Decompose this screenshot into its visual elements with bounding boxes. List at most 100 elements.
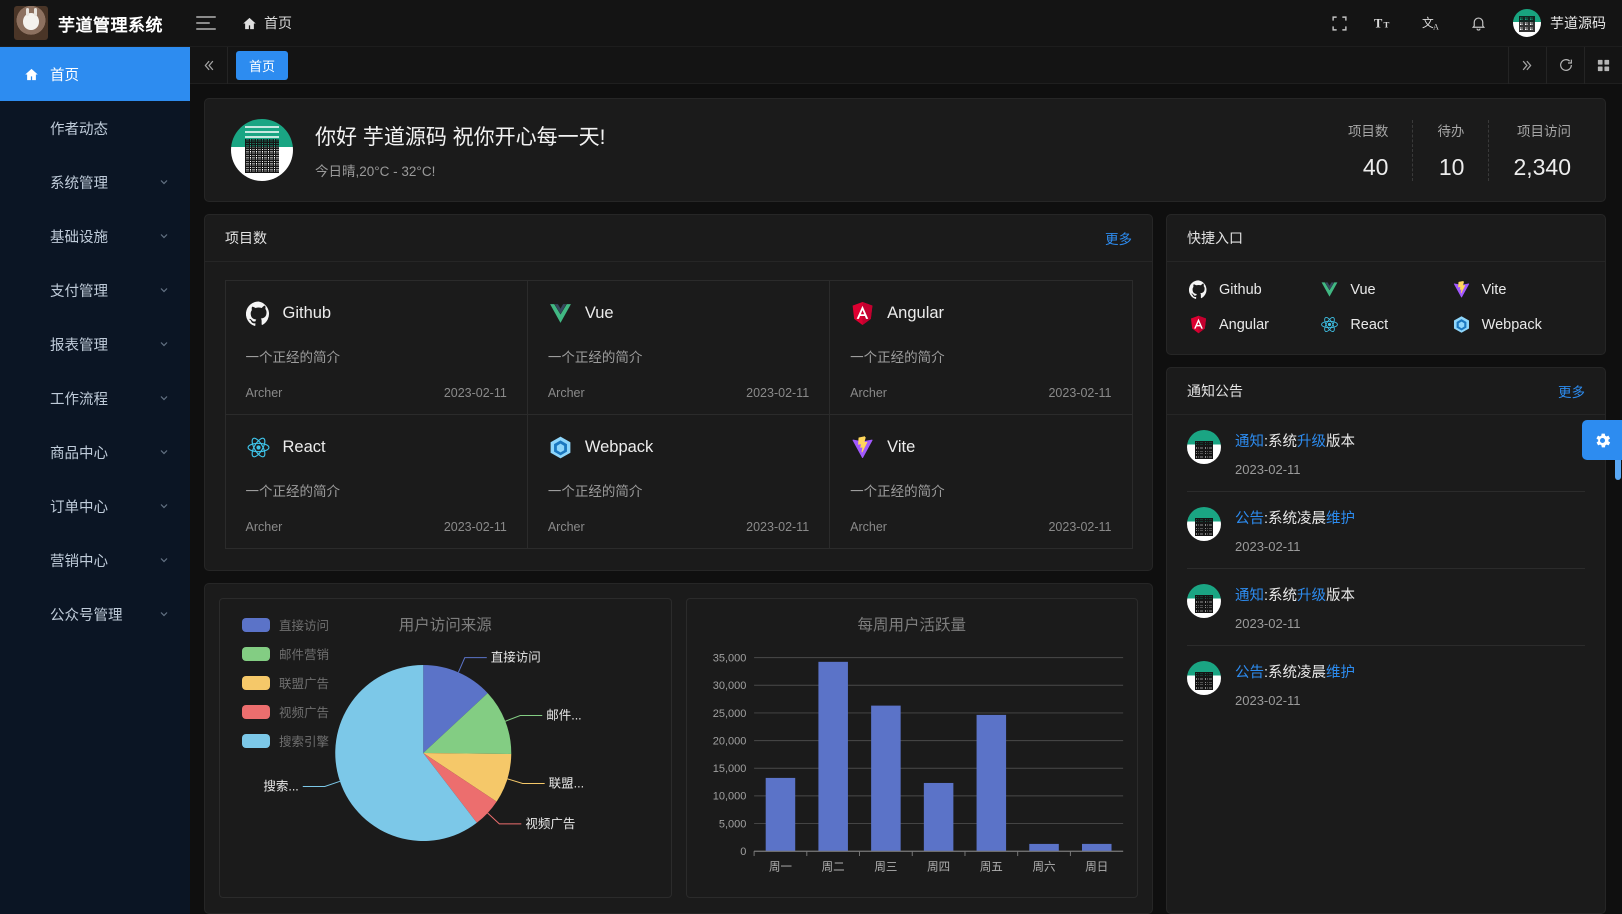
legend-item[interactable]: 联盟广告 <box>242 673 329 692</box>
hamburger-icon[interactable] <box>196 16 216 30</box>
x-axis-tick: 周四 <box>927 859 950 873</box>
notice-prefix: 通知 <box>1235 434 1264 450</box>
quick-item-github[interactable]: Github <box>1189 280 1320 299</box>
quick-item-angular[interactable]: Angular <box>1189 315 1320 334</box>
x-axis-tick: 周日 <box>1085 859 1108 873</box>
notice-item[interactable]: 通知:系统升级版本 2023-02-11 <box>1187 569 1585 646</box>
legend-label: 视频广告 <box>279 706 330 720</box>
bar[interactable] <box>976 714 1006 852</box>
quick-item-webpack[interactable]: Webpack <box>1452 315 1583 334</box>
bar[interactable] <box>870 705 901 852</box>
pie-slice[interactable] <box>423 753 512 802</box>
grid-icon[interactable] <box>1584 46 1622 84</box>
quick-item-label: React <box>1350 316 1389 333</box>
project-card-react[interactable]: React 一个正经的简介 Archer 2023-02-11 <box>224 413 528 549</box>
legend-item[interactable]: 邮件营销 <box>242 644 329 663</box>
notice-item[interactable]: 公告:系统凌晨维护 2023-02-11 <box>1187 492 1585 569</box>
font-size-icon[interactable]: T T <box>1374 14 1396 32</box>
projects-more-link[interactable]: 更多 <box>1105 232 1132 247</box>
sidebar-item-product[interactable]: 商品中心 <box>0 425 190 479</box>
sidebar-item-workflow[interactable]: 工作流程 <box>0 371 190 425</box>
pie-slice[interactable] <box>423 665 488 753</box>
project-card-vite[interactable]: Vite 一个正经的简介 Archer 2023-02-11 <box>829 413 1133 549</box>
legend-swatch <box>242 646 270 661</box>
sidebar-item-label: 报表管理 <box>50 337 108 354</box>
breadcrumb-label[interactable]: 首页 <box>264 15 292 31</box>
bar-chart: 每周用户活跃量 0 5,000 10,000 15,000 20,000 25,000 30… <box>685 598 1138 898</box>
bar[interactable] <box>1028 843 1059 852</box>
legend-item[interactable]: 视频广告 <box>242 702 329 721</box>
bar[interactable] <box>765 777 795 852</box>
legend-item[interactable]: 直接访问 <box>242 615 329 634</box>
sidebar-item-system[interactable]: 系统管理 <box>0 155 190 209</box>
sidebar-item-label: 系统管理 <box>50 175 108 192</box>
bar[interactable] <box>923 782 953 852</box>
project-name: Vue <box>584 303 614 322</box>
qr-avatar <box>231 119 293 181</box>
notice-avatar <box>1187 430 1221 464</box>
settings-fab-button[interactable] <box>1582 420 1622 460</box>
quick-item-vue[interactable]: Vue <box>1320 280 1451 299</box>
pie-label: 视频广告 <box>525 816 575 831</box>
pie-chart: 用户访问来源 直接访问 邮件营销 <box>219 598 672 898</box>
chevron-down-icon <box>158 284 170 296</box>
refresh-icon[interactable] <box>1546 46 1584 84</box>
notice-item[interactable]: 通知:系统升级版本 2023-02-11 <box>1187 415 1585 492</box>
notice-title: 通知:系统升级版本 <box>1235 430 1355 451</box>
pie-slice[interactable] <box>335 665 477 841</box>
chevron-double-left-icon[interactable] <box>190 46 228 84</box>
project-date: 2023-02-11 <box>443 385 507 400</box>
brand[interactable]: 芋道管理系统 <box>0 6 190 40</box>
pie-label-leader <box>302 780 341 787</box>
legend-item[interactable]: 搜索引擎 <box>242 731 329 750</box>
sidebar-item-report[interactable]: 报表管理 <box>0 317 190 371</box>
bar[interactable] <box>817 661 848 852</box>
panel-title: 快捷入口 <box>1187 230 1243 246</box>
pie-slice[interactable] <box>423 693 512 754</box>
hero-stats: 项目数 40 待办 10 项目访问 2,340 <box>1324 119 1579 181</box>
bar[interactable] <box>1081 843 1112 852</box>
stat-label: 待办 <box>1437 123 1465 139</box>
fullscreen-icon[interactable] <box>1331 15 1348 32</box>
vue-icon <box>548 301 573 326</box>
sidebar-item-infrastructure[interactable]: 基础设施 <box>0 209 190 263</box>
y-axis-tick: 25,000 <box>712 708 746 720</box>
welcome-banner: 你好 芋道源码 祝你开心每一天! 今日晴,20°C - 32°C! 项目数 40… <box>204 98 1606 202</box>
project-card-vue[interactable]: Vue 一个正经的简介 Archer 2023-02-11 <box>526 279 831 415</box>
sidebar-item-order[interactable]: 订单中心 <box>0 479 190 533</box>
sidebar-item-marketing[interactable]: 营销中心 <box>0 533 190 587</box>
quick-item-react[interactable]: React <box>1320 315 1451 334</box>
project-card-angular[interactable]: Angular 一个正经的简介 Archer 2023-02-11 <box>829 279 1133 415</box>
translate-icon[interactable]: 文 A <box>1422 14 1444 33</box>
x-axis-tick: 周一 <box>768 859 791 873</box>
notices-more-link[interactable]: 更多 <box>1558 385 1585 400</box>
project-name: React <box>282 437 326 456</box>
project-card-github[interactable]: Github 一个正经的简介 Archer 2023-02-11 <box>224 279 528 415</box>
user-menu[interactable]: 芋道源码 <box>1513 9 1606 37</box>
sidebar-item-mp[interactable]: 公众号管理 <box>0 587 190 641</box>
pie-label-leader <box>505 714 543 722</box>
sidebar-item-payment[interactable]: 支付管理 <box>0 263 190 317</box>
project-desc: 一个正经的简介 <box>547 483 643 499</box>
sidebar-item-label: 支付管理 <box>50 283 108 300</box>
legend-label: 邮件营销 <box>279 648 330 662</box>
notice-avatar <box>1187 584 1221 618</box>
welcome-text: 你好 芋道源码 祝你开心每一天! 今日晴,20°C - 32°C! <box>315 121 606 180</box>
sidebar-item-label: 公众号管理 <box>50 607 123 624</box>
quick-item-label: Vue <box>1350 281 1376 298</box>
tab-home[interactable]: 首页 <box>236 50 289 80</box>
pie-slice[interactable] <box>423 753 497 823</box>
project-card-webpack[interactable]: Webpack 一个正经的简介 Archer 2023-02-11 <box>526 413 831 549</box>
chevron-double-right-icon[interactable] <box>1508 46 1546 84</box>
notice-item[interactable]: 公告:系统凌晨维护 2023-02-11 <box>1187 646 1585 722</box>
sidebar-item-author-news[interactable]: 作者动态 <box>0 101 190 155</box>
sidebar-item-home[interactable]: 首页 <box>0 47 190 101</box>
svg-text:文: 文 <box>1422 16 1434 30</box>
notice-highlight: 维护 <box>1326 511 1356 527</box>
quick-item-vite[interactable]: Vite <box>1452 280 1583 299</box>
notice-sep: :系统 <box>1264 588 1298 604</box>
brand-title: 芋道管理系统 <box>58 15 163 35</box>
stat-todo: 待办 10 <box>1413 119 1490 181</box>
bell-icon[interactable] <box>1470 14 1487 32</box>
